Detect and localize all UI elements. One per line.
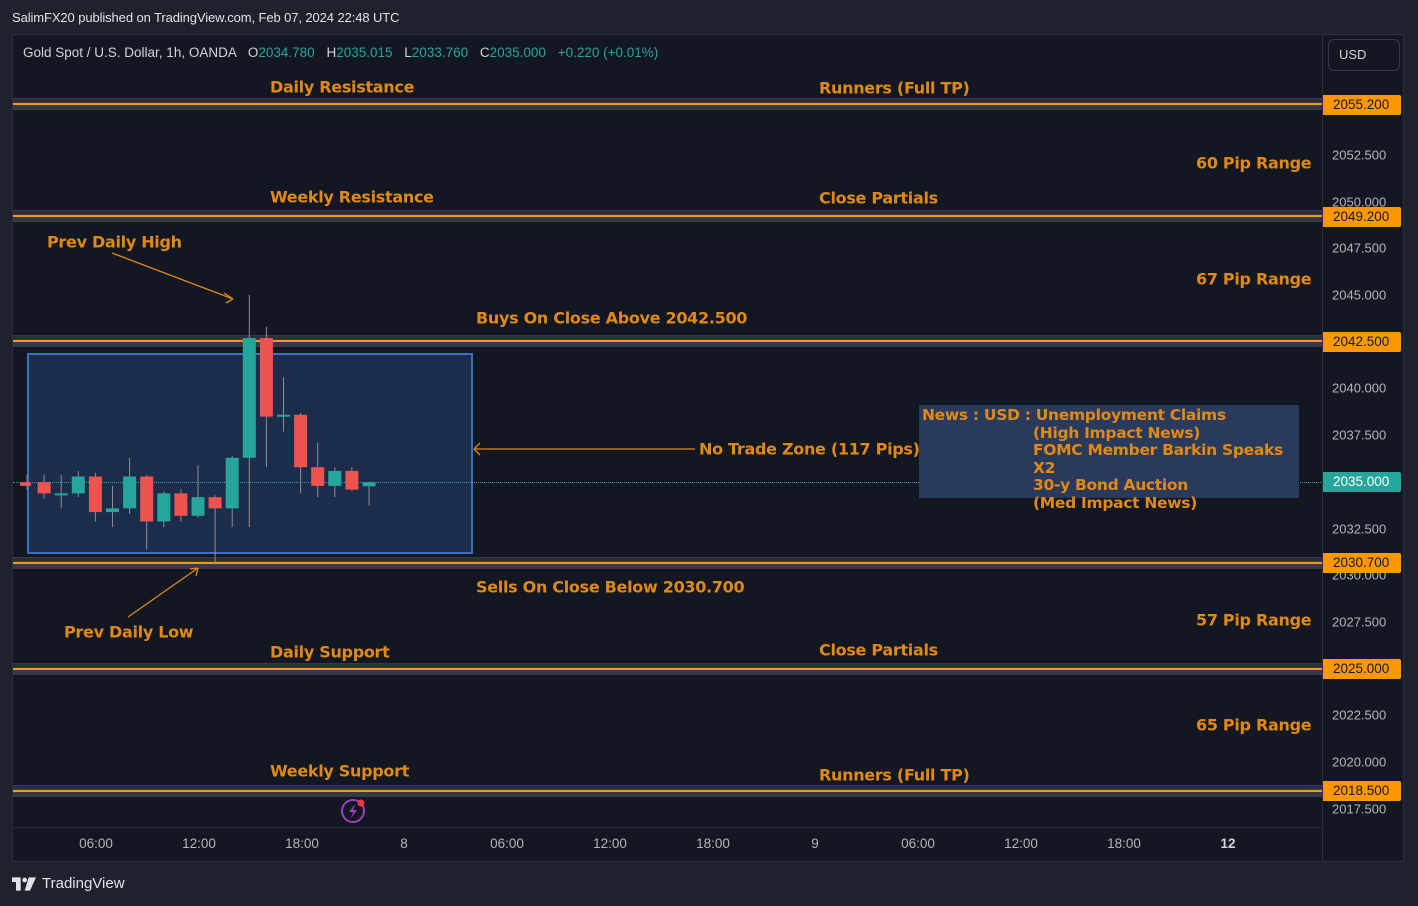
- level-line-2030-700[interactable]: [13, 557, 1323, 569]
- news-line-1: News : USD : Unemployment Claims: [922, 406, 1226, 424]
- time-tick: 18:00: [696, 836, 730, 851]
- price-tick: 2052.500: [1332, 147, 1387, 163]
- price-tick: 2045.000: [1332, 287, 1387, 303]
- label-prev-daily-low[interactable]: Prev Daily Low: [64, 622, 194, 642]
- label-weekly-resistance[interactable]: Weekly Resistance: [270, 187, 434, 207]
- current-price-line: [13, 482, 1323, 483]
- label-sells-below[interactable]: Sells On Close Below 2030.700: [476, 577, 745, 597]
- brand-name: TradingView: [42, 875, 125, 892]
- time-tick: 06:00: [901, 836, 935, 851]
- open-value: 2034.780: [258, 45, 315, 60]
- label-57-pip-range[interactable]: 57 Pip Range: [1196, 610, 1312, 630]
- price-label-2042-500: 2042.500: [1323, 332, 1401, 352]
- label-weekly-support[interactable]: Weekly Support: [270, 761, 410, 781]
- label-close-partials-top[interactable]: Close Partials: [819, 188, 938, 208]
- news-line-4: 30-y Bond Auction: [1033, 476, 1189, 494]
- symbol-legend[interactable]: Gold Spot / U.S. Dollar, 1h, OANDA O2034…: [23, 45, 658, 60]
- label-no-trade-zone[interactable]: No Trade Zone (117 Pips): [699, 439, 920, 459]
- label-prev-daily-high[interactable]: Prev Daily High: [47, 232, 182, 252]
- price-tick: 2047.500: [1332, 240, 1387, 256]
- price-tick: 2050.000: [1332, 194, 1387, 210]
- currency-button[interactable]: USD: [1328, 39, 1400, 71]
- level-line-2055-200[interactable]: [13, 98, 1323, 110]
- label-65-pip-range[interactable]: 65 Pip Range: [1196, 715, 1312, 735]
- news-note[interactable]: News : USD : Unemployment Claims (High I…: [919, 405, 1299, 511]
- label-daily-support[interactable]: Daily Support: [270, 642, 390, 662]
- price-label-2018-500: 2018.500: [1323, 781, 1401, 801]
- time-tick: 12:00: [1004, 836, 1038, 851]
- time-tick: 12:00: [593, 836, 627, 851]
- price-label-2025-000: 2025.000: [1323, 659, 1401, 679]
- time-tick: 06:00: [79, 836, 113, 851]
- symbol-name: Gold Spot / U.S. Dollar, 1h, OANDA: [23, 45, 237, 60]
- time-tick: 9: [811, 836, 819, 851]
- label-close-partials-bottom[interactable]: Close Partials: [819, 640, 938, 660]
- news-line-2: (High Impact News): [1033, 423, 1201, 442]
- news-line-5: (Med Impact News): [1033, 493, 1197, 512]
- high-value: 2035.015: [336, 45, 393, 60]
- news-line-3: FOMC Member Barkin Speaks X2: [1033, 441, 1283, 477]
- tradingview-logo[interactable]: TradingView: [12, 875, 125, 892]
- time-tick: 06:00: [490, 836, 524, 851]
- economic-event-icon[interactable]: [340, 797, 368, 825]
- price-label-2055-200: 2055.200: [1323, 95, 1401, 115]
- price-tick: 2020.000: [1332, 754, 1387, 770]
- time-axis[interactable]: [12, 827, 1323, 862]
- label-runners-top[interactable]: Runners (Full TP): [819, 78, 970, 98]
- label-runners-bottom[interactable]: Runners (Full TP): [819, 765, 970, 785]
- price-label-2049-200: 2049.200: [1323, 207, 1401, 227]
- level-line-2042-500[interactable]: [13, 335, 1323, 347]
- label-67-pip-range[interactable]: 67 Pip Range: [1196, 269, 1312, 289]
- time-tick: 12:00: [182, 836, 216, 851]
- time-tick: 18:00: [285, 836, 319, 851]
- price-tick: 2037.500: [1332, 427, 1387, 443]
- current-price-label: 2035.000: [1323, 472, 1401, 492]
- label-daily-resistance[interactable]: Daily Resistance: [270, 77, 415, 97]
- level-line-2025-000[interactable]: [13, 663, 1323, 675]
- price-tick: 2032.500: [1332, 521, 1387, 537]
- open-label: O: [247, 45, 259, 60]
- low-label: L: [404, 45, 412, 60]
- price-tick: 2022.500: [1332, 707, 1387, 723]
- low-value: 2033.760: [411, 45, 469, 60]
- close-value: 2035.000: [489, 45, 546, 60]
- time-tick: 18:00: [1107, 836, 1141, 851]
- level-line-2018-500[interactable]: [13, 785, 1323, 797]
- price-label-2030-700: 2030.700: [1323, 553, 1401, 573]
- label-buys-above[interactable]: Buys On Close Above 2042.500: [476, 308, 748, 328]
- time-tick: 12: [1220, 836, 1236, 851]
- publish-info: SalimFX20 published on TradingView.com, …: [12, 10, 400, 25]
- tradingview-logo-icon: [12, 876, 36, 891]
- price-tick: 2027.500: [1332, 614, 1387, 630]
- label-60-pip-range[interactable]: 60 Pip Range: [1196, 153, 1312, 173]
- high-label: H: [326, 45, 337, 60]
- price-tick: 2017.500: [1332, 801, 1387, 817]
- level-line-2049-200[interactable]: [13, 210, 1323, 222]
- price-axis[interactable]: [1322, 34, 1404, 862]
- time-tick: 8: [400, 836, 408, 851]
- close-label: C: [479, 45, 490, 60]
- change-value: +0.220 (+0.01%): [557, 45, 659, 60]
- price-tick: 2040.000: [1332, 380, 1387, 396]
